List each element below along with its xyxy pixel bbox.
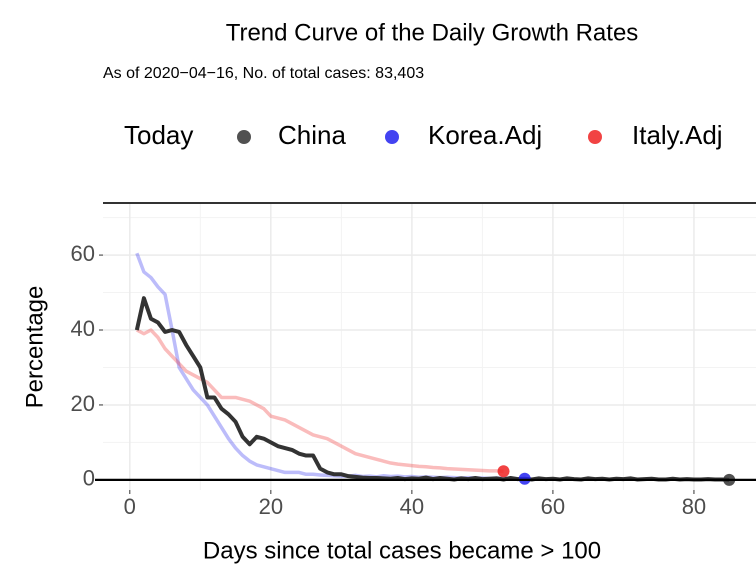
series-line bbox=[134, 296, 730, 482]
x-tick-label: 20 bbox=[259, 494, 283, 519]
x-tick-label: 0 bbox=[124, 494, 136, 519]
x-axis-title: Days since total cases became > 100 bbox=[203, 537, 601, 564]
series-line bbox=[136, 328, 504, 474]
legend-label: China bbox=[278, 120, 346, 150]
y-tick-label: 20 bbox=[71, 391, 95, 416]
legend-marker bbox=[237, 130, 251, 144]
x-tick-label: 40 bbox=[400, 494, 424, 519]
y-tick-label: 60 bbox=[71, 241, 95, 266]
legend-marker bbox=[385, 130, 399, 144]
legend-title: Today bbox=[124, 120, 193, 150]
legend-marker bbox=[588, 130, 602, 144]
plot-area bbox=[103, 203, 756, 490]
chart-title: Trend Curve of the Daily Growth Rates bbox=[226, 19, 639, 46]
today-point bbox=[518, 472, 531, 485]
x-tick-label: 80 bbox=[682, 494, 706, 519]
today-point bbox=[497, 465, 510, 478]
legend-label: Korea.Adj bbox=[428, 120, 542, 150]
legend-label: Italy.Adj bbox=[632, 120, 723, 150]
y-tick-label: 40 bbox=[71, 316, 95, 341]
chart-subtitle: As of 2020−04−16, No. of total cases: 83… bbox=[103, 65, 424, 82]
x-tick-label: 60 bbox=[541, 494, 565, 519]
y-tick-label: 0 bbox=[83, 466, 95, 491]
y-axis-title: Percentage bbox=[21, 286, 48, 409]
series-line bbox=[135, 252, 525, 481]
